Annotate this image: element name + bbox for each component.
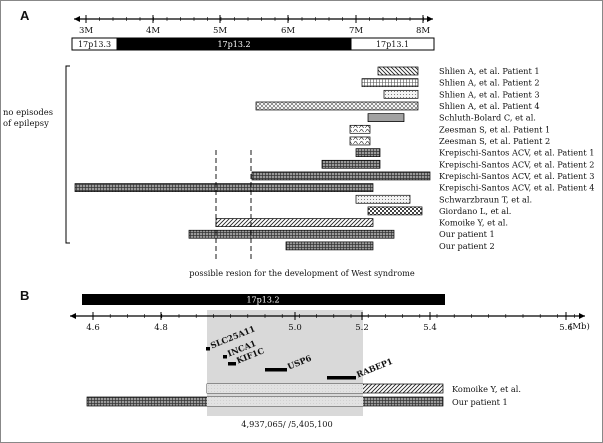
case-label: Komoike Y, et al. <box>439 218 508 228</box>
track-label: Our patient 1 <box>452 397 508 407</box>
deletion-bar <box>367 113 405 122</box>
track-shaded-segment <box>207 397 363 406</box>
breakpoint-caption: 4,937,065/ /5,405,100 <box>241 419 332 429</box>
tick-label: 5.6 <box>559 323 573 333</box>
deletion-bar <box>383 89 419 99</box>
gene-bar <box>327 376 356 380</box>
band-label: 17p13.1 <box>376 40 409 49</box>
case-label: Our patient 1 <box>439 229 495 239</box>
band-label: 17p13.2 <box>217 40 250 49</box>
track-shaded-segment <box>207 384 363 393</box>
band-label: 17p13.3 <box>78 40 111 49</box>
band-17p13-2-bar <box>82 294 445 305</box>
case-label: Krepischi-Santos ACV, et al. Patient 4 <box>439 183 594 193</box>
tick-label: 5.4 <box>423 323 437 333</box>
tick-label: 5.2 <box>355 323 369 333</box>
panel-a-deletion-bars: Shlien A, et al. Patient 1 Shlien A, et a… <box>74 66 594 251</box>
case-label: Shlien A, et al. Patient 1 <box>439 66 540 76</box>
deletion-bar <box>215 218 374 227</box>
case-label: Zeesman S, et al. Patient 2 <box>439 136 550 146</box>
deletion-bar <box>355 148 381 157</box>
gene-bar <box>228 362 236 366</box>
panel-a-ticks: 3M 4M 5M 6M 7M 8M <box>79 15 430 36</box>
side-note-line-1: no episodes <box>3 107 53 117</box>
panel-b-label: B <box>20 288 29 303</box>
panel-b-scale-axis <box>70 313 585 319</box>
case-label: Shlien A, et al. Patient 4 <box>439 101 540 111</box>
deletion-bar <box>188 229 395 239</box>
deletion-bar <box>321 159 381 169</box>
panel-a-chromosome-bands: 17p13.3 17p13.2 17p13.1 <box>71 37 435 51</box>
gene-bar <box>265 368 287 372</box>
tick-label: 6M <box>281 26 295 36</box>
tick-label: 4M <box>146 26 160 36</box>
axis-unit: (Mb) <box>569 321 590 332</box>
tick-label: 4.8 <box>154 323 168 333</box>
deletion-bar <box>349 124 371 134</box>
deletion-bar <box>355 194 411 204</box>
tick-label: 7M <box>349 26 363 36</box>
band-17p13-1 <box>350 37 435 51</box>
panel-b-band: 17p13.2 <box>82 294 445 305</box>
deletion-bar <box>251 171 431 181</box>
panel-a-label: A <box>20 8 30 23</box>
case-label: Schwarzbraun T, et al. <box>439 194 532 204</box>
case-label: Shlien A, et al. Patient 3 <box>439 89 540 99</box>
panel-b-ticks: 4.6 4.8 5.0 5.2 5.4 5.6 <box>86 312 575 333</box>
no-epilepsy-bracket <box>65 65 70 244</box>
panel-a-scale-axis <box>74 16 433 22</box>
case-label: Krepischi-Santos ACV, et al. Patient 3 <box>439 171 594 181</box>
region-caption: possible resion for the development of W… <box>189 268 415 278</box>
case-label: Giordano L, et al. <box>439 206 511 216</box>
gene-bar <box>206 347 210 351</box>
deletion-bar <box>361 78 419 88</box>
track-label: Komoike Y, et al. <box>452 384 521 394</box>
deletion-bar <box>367 206 423 216</box>
axis-right-arrow-icon <box>427 16 433 22</box>
west-syndrome-region-lines <box>215 150 252 262</box>
panel-b-deletion-tracks: Komoike Y, et al. Our patient 1 <box>86 383 521 407</box>
band-b-label: 17p13.2 <box>246 296 279 305</box>
tick-label: 3M <box>79 26 93 36</box>
tick-label: 5.0 <box>288 323 302 333</box>
gene-bar <box>223 355 227 359</box>
deletion-bar <box>74 183 374 192</box>
axis-b-right-arrow-icon <box>579 313 585 319</box>
case-label: Zeesman S, et al. Patient 1 <box>439 124 550 134</box>
deletion-bar <box>349 136 371 146</box>
deletion-bar <box>285 241 374 251</box>
case-label: Krepischi-Santos ACV, et al. Patient 2 <box>439 159 594 169</box>
axis-b-left-arrow-icon <box>70 313 76 319</box>
tick-label: 4.6 <box>86 323 100 333</box>
case-label: Krepischi-Santos ACV, et al. Patient 1 <box>439 148 594 158</box>
case-label: Schluth-Bolard C, et al. <box>439 113 536 123</box>
deletion-bar <box>255 101 419 111</box>
side-note-line-2: of epilepsy <box>3 118 49 128</box>
axis-left-arrow-icon <box>74 16 80 22</box>
tick-label: 8M <box>416 26 430 36</box>
case-label: Our patient 2 <box>439 241 495 251</box>
case-label: Shlien A, et al. Patient 2 <box>439 78 540 88</box>
deletion-bar <box>377 66 419 76</box>
tick-label: 5M <box>213 26 227 36</box>
